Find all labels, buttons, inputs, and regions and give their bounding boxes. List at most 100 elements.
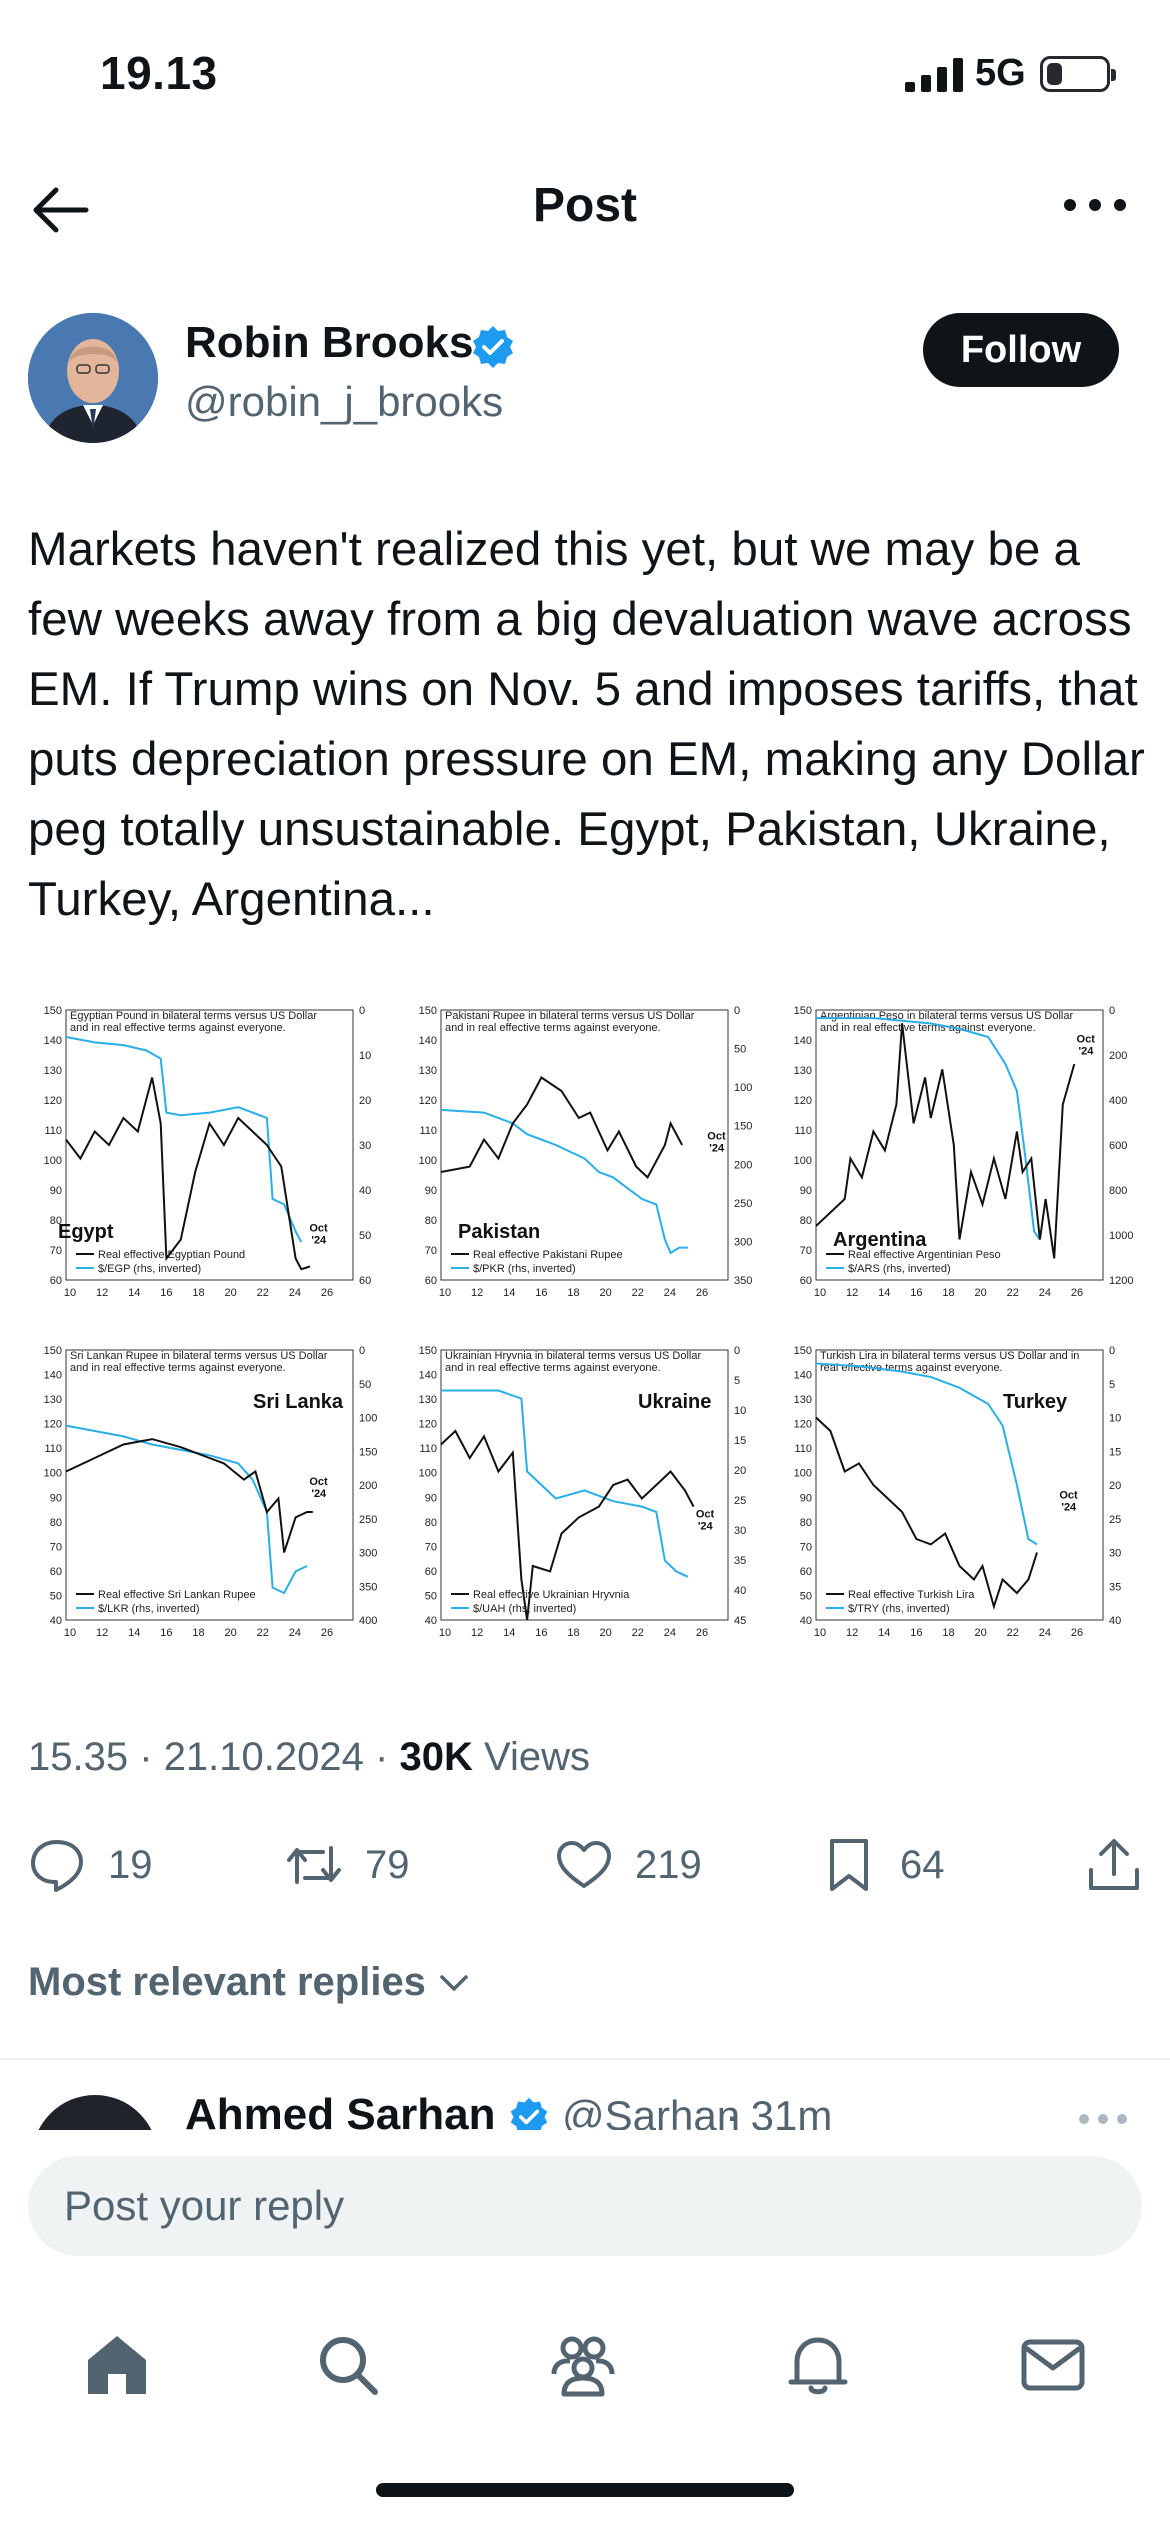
home-indicator (376, 2483, 794, 2497)
x-tick-label: 20 (975, 1627, 987, 1639)
right-tick-label: 5 (1109, 1379, 1115, 1391)
left-tick-label: 50 (800, 1590, 812, 1602)
reply-button[interactable]: 19 (28, 1830, 153, 1900)
left-tick-label: 110 (44, 1443, 62, 1455)
left-tick-label: 70 (50, 1541, 62, 1553)
repost-button[interactable]: 79 (285, 1830, 410, 1900)
battery-fill (1047, 63, 1062, 85)
right-tick-label: 20 (1109, 1480, 1121, 1492)
left-tick-label: 120 (44, 1095, 62, 1107)
left-tick-label: 100 (419, 1468, 437, 1480)
right-tick-label: 35 (734, 1555, 746, 1567)
meta-separator: · (375, 1735, 389, 1779)
right-tick-label: 30 (734, 1525, 746, 1537)
follow-button[interactable]: Follow (923, 313, 1119, 387)
right-tick-label: 40 (359, 1185, 371, 1197)
x-tick-label: 24 (1039, 1627, 1051, 1639)
x-tick-label: 10 (64, 1287, 76, 1299)
oct-label: Oct (1077, 1033, 1096, 1045)
left-tick-label: 130 (44, 1065, 62, 1077)
chart-subtitle: and in real effective terms against ever… (70, 1022, 286, 1034)
x-tick-label: 10 (814, 1627, 826, 1639)
right-tick-label: 10 (734, 1405, 746, 1417)
left-tick-label: 60 (800, 1566, 812, 1578)
reply-author-handle[interactable]: @Sarhan (562, 2092, 741, 2130)
x-tick-label: 16 (910, 1287, 922, 1299)
author-handle[interactable]: @robin_j_brooks (185, 378, 504, 425)
x-tick-label: 24 (664, 1627, 676, 1639)
chart-svg: Egyptian Pound in bilateral terms versus… (44, 1005, 372, 1299)
right-tick-label: 50 (734, 1044, 746, 1056)
x-tick-label: 14 (878, 1627, 890, 1639)
repost-count: 79 (365, 1842, 410, 1887)
chart-title: Egyptian Pound in bilateral terms versus… (70, 1010, 317, 1022)
bookmark-button[interactable]: 64 (820, 1830, 945, 1900)
right-tick-label: 0 (1109, 1005, 1115, 1017)
x-tick-label: 20 (975, 1287, 987, 1299)
left-tick-label: 80 (800, 1215, 812, 1227)
right-tick-label: 25 (1109, 1514, 1121, 1526)
left-tick-label: 50 (50, 1590, 62, 1602)
left-tick-label: 120 (44, 1419, 62, 1431)
search-icon[interactable] (313, 2330, 383, 2400)
reply-item[interactable]: Ahmed Sarhan @Sarhan · 31m (0, 2060, 1170, 2130)
left-tick-label: 130 (794, 1394, 812, 1406)
messages-envelope-icon[interactable] (1018, 2330, 1088, 2400)
more-options-icon[interactable] (1060, 190, 1130, 220)
x-tick-label: 20 (225, 1287, 237, 1299)
meta-separator: · (139, 1735, 153, 1779)
left-tick-label: 120 (419, 1095, 437, 1107)
communities-icon[interactable] (548, 2330, 618, 2400)
chart-panel-egypt: Egyptian Pound in bilateral terms versus… (28, 998, 398, 1328)
right-tick-label: 350 (359, 1581, 377, 1593)
x-tick-label: 10 (814, 1287, 826, 1299)
share-button[interactable] (1085, 1830, 1165, 1900)
back-arrow-icon[interactable] (28, 180, 92, 240)
right-tick-label: 200 (359, 1480, 377, 1492)
series-line-black (815, 1416, 1038, 1610)
x-tick-label: 26 (321, 1287, 333, 1299)
more-options-icon[interactable] (1076, 2110, 1130, 2128)
series-line-black (440, 1076, 683, 1180)
reply-author-name[interactable]: Ahmed Sarhan (185, 2090, 496, 2130)
x-tick-label: 20 (600, 1287, 612, 1299)
oct-year-label: '24 (311, 1234, 327, 1246)
like-button[interactable]: 219 (555, 1830, 702, 1900)
x-tick-label: 24 (289, 1287, 301, 1299)
right-tick-label: 150 (359, 1446, 377, 1458)
like-count: 219 (635, 1842, 702, 1887)
legend-label: Real effective Sri Lankan Rupee (98, 1589, 256, 1601)
tweet-time: 15.35 (28, 1735, 129, 1779)
tweet-media-charts[interactable]: Egyptian Pound in bilateral terms versus… (28, 998, 1148, 1658)
chart-subtitle: and in real effective terms against ever… (445, 1022, 661, 1034)
left-tick-label: 100 (419, 1155, 437, 1167)
author-avatar[interactable] (28, 313, 158, 443)
plot-frame (65, 1349, 354, 1621)
right-tick-label: 0 (734, 1005, 740, 1017)
series-line-blue (65, 1424, 308, 1595)
right-tick-label: 200 (734, 1159, 752, 1171)
author-name[interactable]: Robin Brooks (185, 318, 474, 367)
right-tick-label: 35 (1109, 1581, 1121, 1593)
reply-count: 19 (108, 1842, 153, 1887)
reply-time: · 31m (725, 2092, 833, 2130)
left-tick-label: 110 (794, 1443, 812, 1455)
reply-sort-dropdown[interactable]: Most relevant replies (28, 1960, 472, 2005)
x-tick-label: 14 (128, 1287, 140, 1299)
x-tick-label: 16 (160, 1287, 172, 1299)
series-line-blue (815, 1362, 1038, 1546)
reply-avatar[interactable] (32, 2095, 158, 2130)
x-tick-label: 12 (846, 1627, 858, 1639)
x-tick-label: 16 (535, 1287, 547, 1299)
chart-title: Turkish Lira in bilateral terms versus U… (820, 1350, 1079, 1362)
left-tick-label: 100 (794, 1468, 812, 1480)
right-tick-label: 40 (1109, 1615, 1121, 1627)
notifications-bell-icon[interactable] (783, 2330, 853, 2400)
home-icon[interactable] (82, 2330, 152, 2400)
series-line-black (815, 1023, 1076, 1259)
x-tick-label: 22 (632, 1627, 644, 1639)
left-tick-label: 150 (794, 1005, 812, 1017)
chevron-down-icon (440, 1974, 468, 1991)
reply-input[interactable] (28, 2156, 1142, 2256)
x-tick-label: 18 (192, 1287, 204, 1299)
